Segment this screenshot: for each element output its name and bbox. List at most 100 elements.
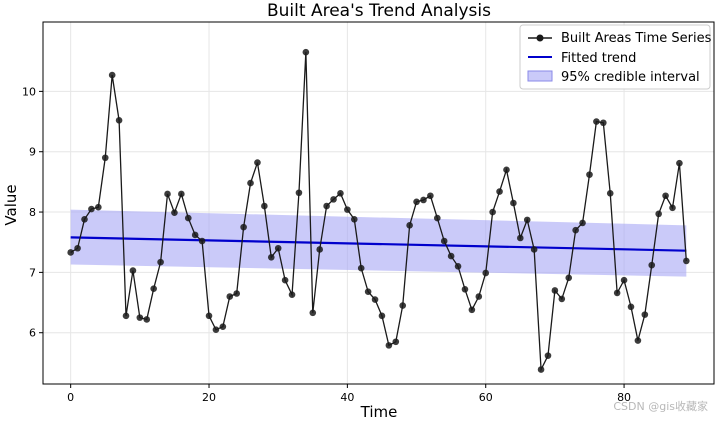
time-series-point (350, 215, 358, 223)
time-series-point (489, 208, 496, 216)
time-series-point (606, 190, 614, 197)
time-series-point (454, 263, 462, 270)
legend-series-label: Built Areas Time Series (561, 31, 712, 46)
time-series-point (634, 337, 642, 344)
time-series-point (74, 244, 81, 252)
time-series-point (503, 166, 510, 174)
time-series-point (662, 192, 669, 200)
time-series-point (198, 237, 206, 245)
time-series-point (191, 231, 199, 239)
legend-box (519, 24, 711, 90)
time-series-point (101, 154, 109, 162)
time-series-point (496, 188, 503, 195)
y-tick-label: 9 (29, 146, 36, 159)
time-series-point (544, 352, 552, 359)
time-series-point (67, 249, 74, 256)
x-tick-label: 40 (340, 391, 354, 404)
x-tick-label: 60 (479, 391, 493, 404)
time-series-point (392, 338, 400, 346)
time-series-point (143, 316, 151, 323)
time-series-point (247, 179, 254, 187)
ticks: 0 20 40 60 80 6 7 8 9 10 (22, 85, 631, 404)
time-series-point (219, 323, 227, 330)
time-series-point (475, 293, 483, 300)
time-series-point (178, 190, 185, 198)
time-series-point (309, 309, 317, 317)
chart-title: Built Area's Trend Analysis (267, 1, 491, 21)
time-series-point (281, 276, 289, 284)
time-series-point (184, 214, 192, 222)
time-series-point (440, 237, 448, 245)
time-series-point (150, 285, 157, 292)
time-series-point (330, 196, 337, 203)
x-tick-label: 0 (67, 391, 74, 404)
time-series-point (357, 264, 365, 272)
time-series-point (302, 48, 310, 56)
watermark: CSDN @gis收藏家 (613, 400, 708, 413)
time-series-point (613, 289, 621, 297)
time-series-point (205, 312, 213, 320)
time-series-point (579, 219, 586, 227)
time-series-point (586, 171, 593, 178)
time-series-point (537, 366, 545, 373)
y-tick-label: 6 (29, 327, 36, 340)
time-series-point (212, 326, 220, 334)
y-tick-label: 10 (22, 85, 36, 98)
time-series-point (510, 199, 517, 207)
time-series-point (157, 258, 164, 266)
time-series-point (371, 296, 379, 303)
time-series-point (267, 253, 275, 261)
time-series-point (136, 314, 144, 321)
fitted-trend-line (70, 236, 687, 252)
time-series-point (378, 312, 386, 320)
time-series-point (385, 342, 393, 349)
time-series-point (295, 189, 303, 197)
time-series-point (558, 295, 566, 303)
time-series-point (129, 267, 137, 274)
time-series-point (88, 205, 95, 213)
time-series-point (115, 117, 123, 124)
time-series-point (530, 246, 538, 253)
legend-band-label: 95% credible interval (561, 70, 700, 85)
time-series-point (364, 288, 372, 295)
time-series-point (676, 159, 683, 167)
time-series-point (669, 204, 676, 212)
time-series-point (323, 202, 330, 210)
time-series-point (288, 291, 296, 299)
time-series-point (593, 118, 600, 125)
time-series-point (551, 287, 559, 294)
time-series-point (164, 190, 171, 198)
time-series-point (600, 119, 607, 127)
plot-frame (42, 21, 715, 385)
time-series-point (344, 206, 351, 213)
time-series-point (572, 226, 579, 234)
time-series-point (108, 71, 116, 79)
time-series-point (565, 274, 573, 282)
time-series-layer (67, 48, 690, 373)
fitted-trend-layer (70, 236, 687, 252)
time-series-point (627, 303, 635, 311)
time-series-point (468, 306, 476, 314)
time-series-point (620, 276, 628, 284)
legend-series-marker (536, 34, 544, 42)
time-series-point (240, 223, 247, 231)
time-series-point (226, 293, 234, 300)
legend-trend-label: Fitted trend (561, 51, 636, 66)
time-series-point (413, 198, 420, 206)
time-series-point (254, 159, 261, 166)
time-series-point (233, 290, 240, 297)
y-tick-label: 7 (29, 266, 36, 279)
time-series-point (95, 203, 102, 211)
y-tick-label: 8 (29, 206, 36, 219)
time-series-point (523, 216, 531, 224)
grid (43, 22, 714, 384)
time-series-point (337, 190, 344, 197)
time-series-point (447, 252, 455, 260)
time-series-point (406, 222, 413, 229)
time-series-point (648, 261, 656, 269)
time-series-point (683, 257, 690, 265)
x-tick-label: 20 (202, 391, 216, 404)
x-axis-label: Time (360, 403, 398, 421)
time-series-point (171, 209, 178, 216)
